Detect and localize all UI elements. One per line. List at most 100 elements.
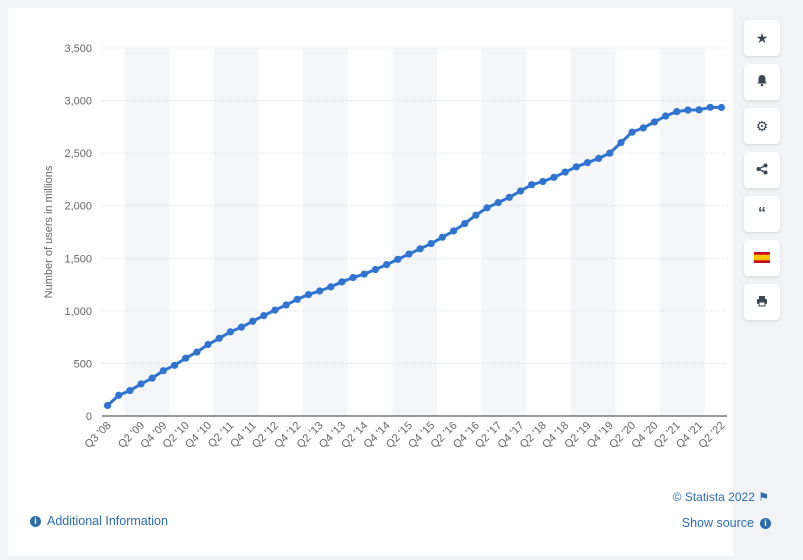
data-point[interactable] [304, 290, 313, 299]
data-point[interactable] [115, 391, 123, 399]
data-point[interactable] [449, 227, 458, 235]
notification-button[interactable] [744, 64, 780, 100]
data-point[interactable] [706, 103, 714, 111]
year-band [492, 48, 505, 416]
info-icon: i [760, 517, 771, 529]
data-point[interactable] [327, 283, 335, 291]
bell-icon [756, 74, 768, 90]
favorite-button[interactable]: ★ [744, 20, 780, 56]
statista-credit[interactable]: © Statista 2022 ⚑ [673, 490, 769, 504]
data-point[interactable] [170, 361, 179, 369]
data-point[interactable] [528, 181, 536, 189]
data-point[interactable] [293, 295, 301, 303]
year-band [124, 48, 136, 416]
data-point[interactable] [650, 118, 659, 126]
y-tick-label: 1,000 [64, 306, 92, 318]
data-point[interactable] [539, 177, 547, 186]
year-band [302, 48, 315, 416]
data-point[interactable] [438, 233, 447, 241]
share-button[interactable] [744, 152, 780, 188]
data-point[interactable] [137, 380, 145, 388]
data-point[interactable] [159, 367, 167, 375]
year-band [336, 48, 348, 416]
cite-button[interactable]: “ [744, 196, 780, 232]
year-band [325, 48, 337, 416]
data-point[interactable] [695, 106, 703, 114]
data-point[interactable] [617, 139, 625, 147]
data-point[interactable] [215, 334, 223, 342]
additional-information-link[interactable]: i Additional Information [30, 514, 168, 528]
data-point[interactable] [360, 270, 368, 278]
data-point[interactable] [271, 306, 279, 314]
data-point[interactable] [405, 250, 413, 258]
year-band [157, 48, 170, 416]
year-band [671, 48, 683, 416]
data-point[interactable] [684, 106, 692, 114]
y-tick-label: 2,000 [64, 201, 92, 213]
print-button[interactable] [744, 284, 780, 320]
data-point[interactable] [427, 239, 435, 248]
year-band [481, 48, 493, 416]
data-point[interactable] [561, 168, 569, 176]
language-button[interactable] [744, 240, 780, 276]
y-axis-label: Number of users in millions [43, 165, 55, 298]
gear-icon: ⚙ [755, 117, 769, 134]
data-point[interactable] [103, 401, 112, 410]
year-band [514, 48, 527, 416]
data-point[interactable] [505, 193, 513, 201]
year-band [593, 48, 605, 416]
star-icon: ★ [755, 29, 769, 46]
y-tick-label: 3,500 [64, 43, 92, 55]
data-point[interactable] [595, 154, 603, 162]
data-point[interactable] [148, 374, 156, 382]
data-point[interactable] [673, 108, 681, 116]
data-point[interactable] [349, 273, 357, 282]
settings-button[interactable]: ⚙ [744, 108, 780, 144]
data-point[interactable] [550, 173, 558, 181]
data-point[interactable] [338, 278, 346, 286]
data-point[interactable] [717, 103, 726, 112]
data-point[interactable] [237, 323, 246, 331]
data-point[interactable] [606, 149, 614, 157]
year-band [146, 48, 159, 416]
data-point[interactable] [583, 159, 592, 167]
data-point[interactable] [628, 128, 636, 136]
year-band [247, 48, 259, 416]
data-point[interactable] [282, 301, 290, 309]
y-tick-label: 500 [74, 358, 92, 370]
year-band [224, 48, 237, 416]
data-point[interactable] [126, 386, 134, 395]
year-band [135, 48, 147, 416]
data-point[interactable] [226, 328, 234, 336]
data-point[interactable] [416, 245, 424, 253]
year-band [403, 48, 415, 416]
data-point[interactable] [260, 311, 268, 320]
data-point[interactable] [394, 255, 402, 263]
additional-information-label: Additional Information [47, 514, 168, 528]
info-icon: i [30, 515, 41, 527]
year-band [425, 48, 438, 416]
data-point[interactable] [483, 204, 491, 212]
year-band [604, 48, 616, 416]
data-point[interactable] [494, 198, 502, 207]
data-point[interactable] [382, 260, 391, 269]
year-band [570, 48, 583, 416]
data-point[interactable] [193, 348, 201, 356]
show-source-link[interactable]: Show source i [682, 516, 771, 530]
data-point[interactable] [472, 211, 480, 219]
year-band [693, 48, 705, 416]
data-point[interactable] [182, 354, 190, 362]
data-point[interactable] [662, 112, 670, 120]
x-tick-label: Q3 '08 [83, 420, 114, 451]
print-icon [756, 294, 768, 310]
data-point[interactable] [316, 287, 324, 295]
data-point[interactable] [639, 124, 647, 132]
data-point[interactable] [249, 317, 257, 325]
data-point[interactable] [572, 163, 580, 171]
data-point[interactable] [371, 265, 380, 274]
year-band [235, 48, 248, 416]
data-point[interactable] [516, 187, 525, 195]
data-point[interactable] [461, 219, 469, 228]
data-point[interactable] [204, 340, 212, 349]
